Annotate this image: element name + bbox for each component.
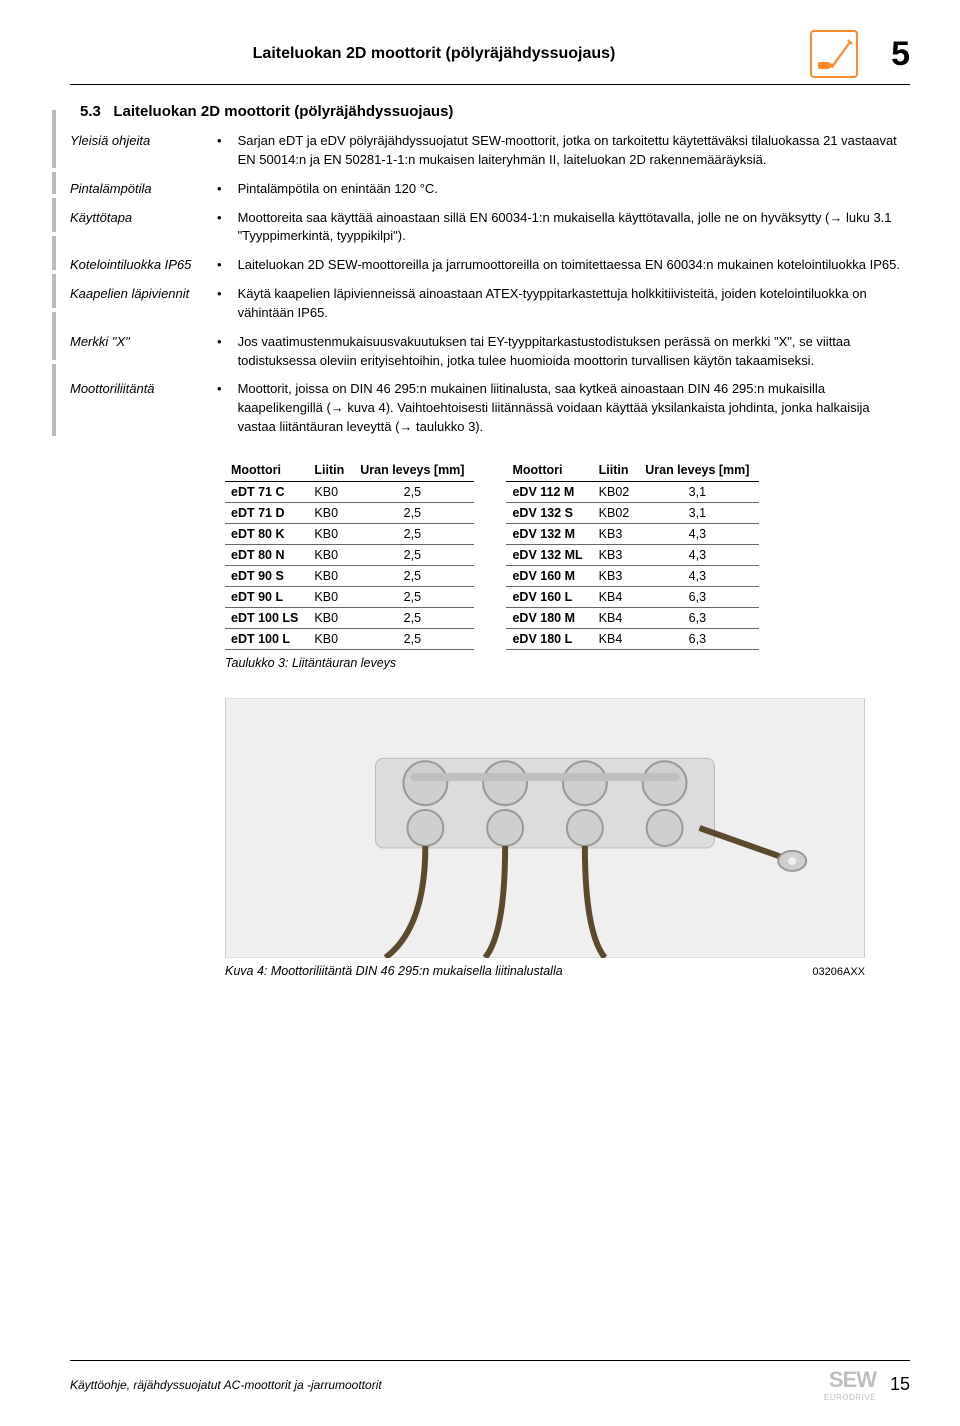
bullet-text: Käytä kaapelien läpivienneissä ainoastaa… (215, 285, 910, 323)
figure-code: 03206AXX (812, 966, 865, 978)
page-number: 15 (890, 1374, 910, 1395)
table-row: eDV 132 SKB023,1 (506, 502, 759, 523)
change-bar (52, 172, 56, 194)
content-block: KäyttötapaMoottoreita saa käyttää ainoas… (70, 209, 910, 247)
change-bar (52, 110, 56, 168)
th-conn: Liitin (593, 459, 640, 482)
table-row: eDT 71 DKB02,5 (225, 502, 474, 523)
table-row: eDV 160 LKB46,3 (506, 586, 759, 607)
margin-label: Kaapelien läpiviennit (70, 285, 215, 323)
table-row: eDT 100 LKB02,5 (225, 628, 474, 649)
figure-caption: Kuva 4: Moottoriliitäntä DIN 46 295:n mu… (225, 964, 563, 978)
bullet-text: Pintalämpötila on enintään 120 °C. (215, 180, 910, 199)
table-row: eDT 80 KKB02,5 (225, 523, 474, 544)
figure-image (225, 698, 865, 958)
brand: SEW (829, 1367, 876, 1393)
content-block: Merkki "X"Jos vaatimustenmukaisuusvakuut… (70, 333, 910, 371)
table-right: Moottori Liitin Uran leveys [mm] eDV 112… (506, 459, 759, 650)
margin-label: Yleisiä ohjeita (70, 132, 215, 170)
th-conn: Liitin (308, 459, 354, 482)
table-row: eDT 90 SKB02,5 (225, 565, 474, 586)
bullet-text: Jos vaatimustenmukaisuusvakuutuksen tai … (215, 333, 910, 371)
content-block: Kaapelien läpiviennitKäytä kaapelien läp… (70, 285, 910, 323)
bullet-text: Moottoreita saa käyttää ainoastaan sillä… (215, 209, 910, 247)
margin-label: Kotelointiluokka IP65 (70, 256, 215, 275)
table-row: eDV 132 MKB34,3 (506, 523, 759, 544)
table-row: eDT 80 NKB02,5 (225, 544, 474, 565)
th-width: Uran leveys [mm] (354, 459, 474, 482)
sew-logo: SEW EURODRIVE (824, 1367, 876, 1402)
change-bar (52, 236, 56, 270)
change-bar (52, 312, 56, 360)
margin-change-bars (52, 110, 56, 440)
th-motor: Moottori (506, 459, 592, 482)
th-motor: Moottori (225, 459, 308, 482)
screwdriver-icon (810, 30, 858, 78)
page-header: Laiteluokan 2D moottorit (pölyräjähdyssu… (70, 30, 910, 85)
table-row: eDV 160 MKB34,3 (506, 565, 759, 586)
tables-row: Moottori Liitin Uran leveys [mm] eDT 71 … (225, 459, 910, 650)
change-bar (52, 274, 56, 308)
th-width: Uran leveys [mm] (639, 459, 759, 482)
margin-label: Käyttötapa (70, 209, 215, 247)
section-heading: 5.3 Laiteluokan 2D moottorit (pölyräjähd… (80, 103, 910, 120)
margin-label: Merkki "X" (70, 333, 215, 371)
bullet-text: Moottorit, joissa on DIN 46 295:n mukain… (215, 380, 910, 437)
content-block: MoottoriliitäntäMoottorit, joissa on DIN… (70, 380, 910, 437)
content-block: Kotelointiluokka IP65Laiteluokan 2D SEW-… (70, 256, 910, 275)
table-row: eDV 112 MKB023,1 (506, 481, 759, 502)
bullet-text: Laiteluokan 2D SEW-moottoreilla ja jarru… (215, 256, 910, 275)
change-bar (52, 364, 56, 436)
table-row: eDV 180 LKB46,3 (506, 628, 759, 649)
content-block: PintalämpötilaPintalämpötila on enintään… (70, 180, 910, 199)
table-row: eDT 100 LSKB02,5 (225, 607, 474, 628)
change-bar (52, 198, 56, 232)
table-row: eDT 90 LKB02,5 (225, 586, 474, 607)
table-row: eDT 71 CKB02,5 (225, 481, 474, 502)
bullet-text: Sarjan eDT ja eDV pölyräjähdyssuojatut S… (215, 132, 910, 170)
footer-text: Käyttöohje, räjähdyssuojatut AC-moottori… (70, 1378, 382, 1392)
brand-sub: EURODRIVE (824, 1393, 876, 1402)
header-title: Laiteluokan 2D moottorit (pölyräjähdyssu… (70, 45, 798, 63)
table-row: eDV 180 MKB46,3 (506, 607, 759, 628)
table-row: eDV 132 MLKB34,3 (506, 544, 759, 565)
section-number: 5.3 (80, 103, 101, 120)
figure-area: Kuva 4: Moottoriliitäntä DIN 46 295:n mu… (225, 698, 910, 978)
content-block: Yleisiä ohjeitaSarjan eDT ja eDV pölyräj… (70, 132, 910, 170)
table-left: Moottori Liitin Uran leveys [mm] eDT 71 … (225, 459, 474, 650)
margin-label: Pintalämpötila (70, 180, 215, 199)
page-footer: Käyttöohje, räjähdyssuojatut AC-moottori… (70, 1360, 910, 1402)
margin-label: Moottoriliitäntä (70, 380, 215, 437)
chapter-number: 5 (870, 35, 910, 74)
table-caption: Taulukko 3: Liitäntäuran leveys (225, 656, 910, 670)
section-title: Laiteluokan 2D moottorit (pölyräjähdyssu… (113, 103, 453, 120)
